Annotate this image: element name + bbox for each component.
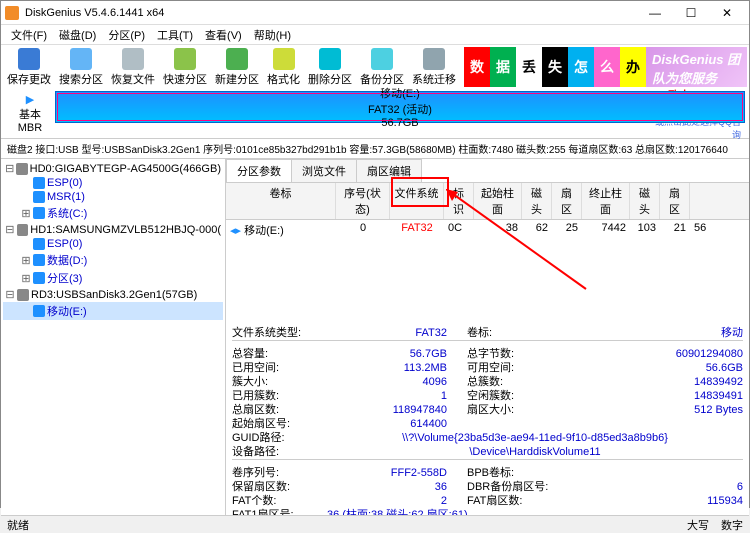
disk-icon [33,305,45,317]
tree-node[interactable]: ⊞数据(D:) [3,251,223,269]
banner-char: 据 [490,47,516,87]
tree-node[interactable]: ⊞系统(C:) [3,204,223,222]
expand-icon[interactable]: ⊞ [21,254,31,267]
toolbar-button[interactable]: 新建分区 [211,46,263,89]
tool-icon [18,48,40,70]
maximize-button[interactable]: ☐ [673,2,709,24]
column-header[interactable]: 磁头 [630,183,660,219]
content-tab[interactable]: 分区参数 [226,159,292,182]
tool-icon [273,48,295,70]
menu-item[interactable]: 分区(P) [102,25,151,45]
disk-icon [33,272,45,284]
column-header[interactable]: 文件系统 [390,183,444,219]
disk-icon [16,163,27,175]
toolbar-button[interactable]: 格式化 [263,46,304,89]
tree-node[interactable]: 移动(E:) [3,302,223,320]
column-header[interactable]: 磁头 [522,183,552,219]
expand-icon[interactable]: ⊟ [5,223,15,236]
toolbar-button[interactable]: 保存更改 [3,46,55,89]
expand-icon[interactable]: ⊞ [21,272,31,285]
expand-icon[interactable]: ⊞ [21,207,31,220]
disk-tree[interactable]: ⊟HD0:GIGABYTEGP-AG4500G(466GB)ESP(0)MSR(… [1,159,226,515]
expand-icon[interactable]: ⊟ [5,288,15,301]
toolbar-button[interactable]: 搜索分区 [55,46,107,89]
tool-icon [319,48,341,70]
tree-node[interactable]: ⊞分区(3) [3,269,223,287]
disk-icon [33,177,45,189]
tool-icon [423,48,445,70]
tree-node[interactable]: ESP(0) [3,176,223,190]
tool-icon [371,48,393,70]
tool-icon [70,48,92,70]
app-icon [5,6,19,20]
disk-icon [33,254,45,266]
toolbar-button[interactable]: 系统迁移 [408,46,460,89]
status-caps: 大写 [687,517,709,533]
menu-item[interactable]: 文件(F) [5,25,53,45]
column-header[interactable]: 终止柱面 [582,183,630,219]
window-title: DiskGenius V5.4.6.1441 x64 [25,7,637,19]
toolbar-button[interactable]: 删除分区 [304,46,356,89]
banner-char: 么 [594,47,620,87]
tool-icon [174,48,196,70]
menu-item[interactable]: 查看(V) [199,25,248,45]
banner-char: 丢 [516,47,542,87]
column-header[interactable]: 扇区 [552,183,582,219]
banner-char: 怎 [568,47,594,87]
promo-banner[interactable]: DiskGenius 团队为您服务致电: 400-008-9958或点击此处选择… [646,47,747,87]
column-header[interactable]: 起始柱面 [474,183,522,219]
toolbar-button[interactable]: 备份分区 [356,46,408,89]
partition-row[interactable]: ◂▸ 移动(E:)0FAT320C38622574421032156 [226,220,749,240]
column-header[interactable]: 扇区 [660,183,690,219]
tree-node[interactable]: ESP(0) [3,237,223,251]
minimize-button[interactable]: — [637,2,673,24]
tree-node[interactable]: ⊟RD3:USBSanDisk3.2Gen1(57GB) [3,287,223,302]
status-text: 就绪 [7,517,29,533]
banner-char: 办 [620,47,646,87]
disk-icon [17,224,29,236]
menu-item[interactable]: 帮助(H) [248,25,297,45]
tool-icon [226,48,248,70]
disk-icon [33,191,45,203]
banner-char: 失 [542,47,568,87]
content-tab[interactable]: 扇区编辑 [356,159,422,182]
disk-bar[interactable]: 移动(E:) FAT32 (活动) 56.7GB [55,91,745,123]
tool-icon [122,48,144,70]
toolbar-button[interactable]: 快速分区 [159,46,211,89]
close-button[interactable]: ✕ [709,2,745,24]
toolbar-button[interactable]: 恢复文件 [107,46,159,89]
disk-info-line: 磁盘2 接口:USB 型号:USBSanDisk3.2Gen1 序列号:0101… [1,139,749,159]
partition-details: 文件系统类型:FAT32卷标:移动总容量:56.7GB总字节数:60901294… [226,324,749,515]
tree-node[interactable]: ⊟HD0:GIGABYTEGP-AG4500G(466GB) [3,161,223,176]
tree-node[interactable]: ⊟HD1:SAMSUNGMZVLB512HBJQ-000( [3,222,223,237]
disk-icon [17,289,29,301]
arrow-icon: ▶ [7,93,53,106]
status-num: 数字 [721,517,743,533]
column-header[interactable]: 序号(状态) [336,183,390,219]
disk-tab[interactable]: ▶ 基本 MBR [5,91,55,136]
banner-char: 数 [464,47,490,87]
column-header[interactable]: 卷标 [226,183,336,219]
tree-node[interactable]: MSR(1) [3,190,223,204]
disk-icon [33,238,45,250]
menu-item[interactable]: 工具(T) [151,25,199,45]
disk-icon [33,207,45,219]
column-header[interactable]: 标识 [444,183,474,219]
menu-item[interactable]: 磁盘(D) [53,25,102,45]
expand-icon[interactable]: ⊟ [5,162,14,175]
content-tab[interactable]: 浏览文件 [291,159,357,182]
